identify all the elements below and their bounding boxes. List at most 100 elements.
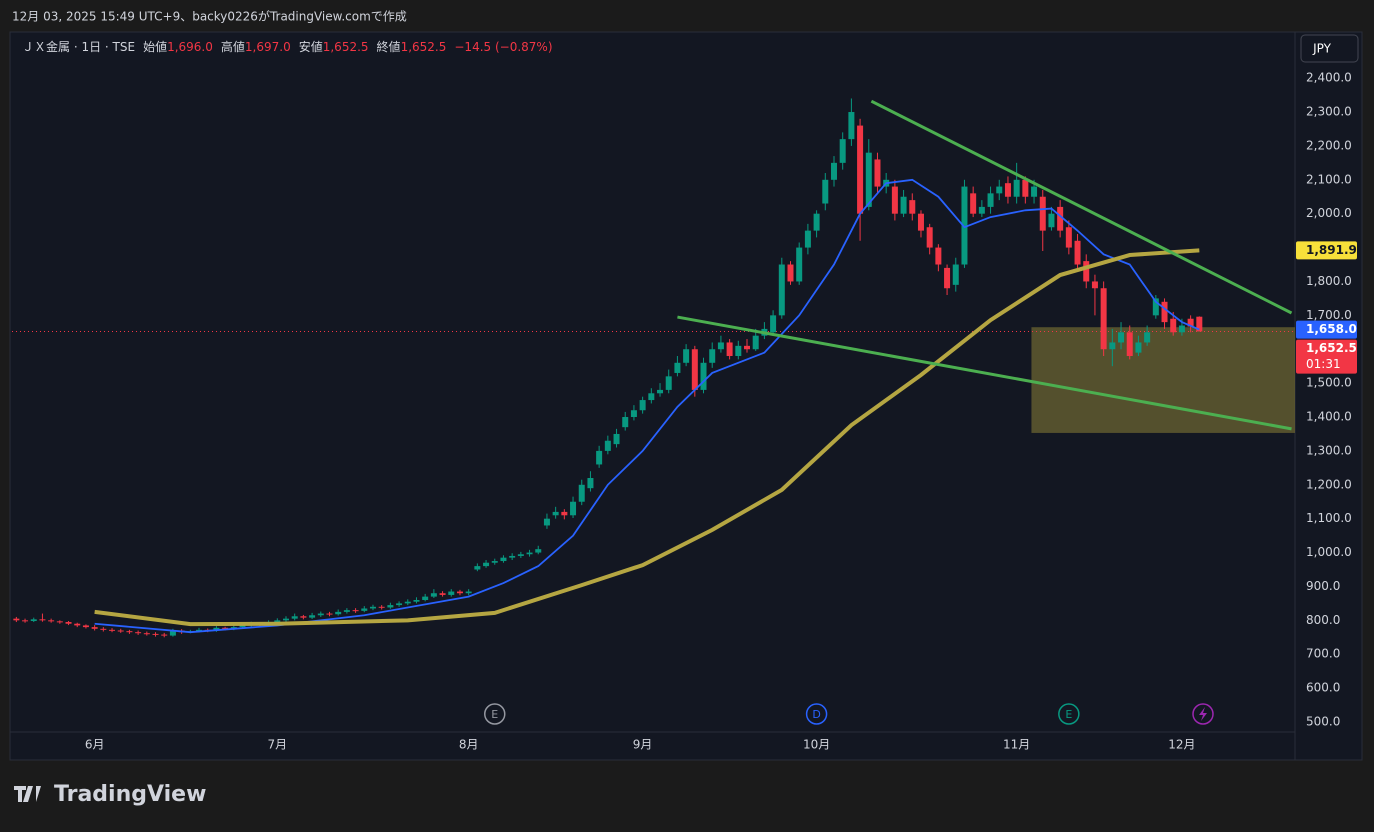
candle-body [1091,281,1098,289]
event-label: D [812,708,820,721]
candle-body [822,179,829,204]
x-tick-label: 12月 [1168,738,1195,752]
candle-body [317,613,324,616]
currency: JPY [1312,42,1332,56]
candle-body [944,267,951,289]
candle-body [422,596,429,601]
candle-body [213,627,220,631]
candle-body [952,264,959,285]
candle-body [30,619,37,622]
x-tick-label: 11月 [1003,738,1030,752]
candle-body [387,605,394,608]
price-tag [1296,320,1357,339]
y-tick-label: 2,200.0 [1306,138,1352,152]
candle-body [161,634,168,636]
candle-body [535,549,542,553]
candle-body [300,616,307,618]
candle-body [239,625,246,628]
candle-body [378,606,385,608]
y-tick-label: 2,100.0 [1306,172,1352,186]
y-tick-label: 1,800.0 [1306,274,1352,288]
candle-body [630,410,637,418]
candle-body [1109,342,1116,350]
candle-body [709,349,716,363]
candle-body [587,478,594,489]
candle-body [196,629,203,632]
candle-body [691,349,698,390]
candle-body [909,200,916,214]
candle-body [39,619,46,621]
price-tag [1296,241,1357,260]
candle-body [865,152,872,207]
candle-body [1178,325,1185,333]
event-label: E [491,708,498,721]
candle-body [1126,332,1133,357]
y-tick-label: 600.0 [1306,681,1340,695]
price-tag [1296,339,1357,374]
field-value: 1,697.0 [245,40,291,54]
candle-body [74,623,81,626]
candle-body [500,557,507,562]
candle-body [1187,318,1194,327]
candle-body [978,206,985,214]
x-tick-label: 7月 [267,738,287,752]
candle-body [48,620,55,622]
event-marker [805,703,828,725]
legend: ＪＸ金属 · 1日 · TSE 始値1,696.0 高値1,697.0 安値1,652… [22,39,553,54]
x-tick-label: 10月 [803,738,830,752]
candle-body [100,628,107,630]
y-tick-label: 800.0 [1306,613,1340,627]
candle-body [335,611,342,615]
candle-body [169,630,176,636]
event-label: E [1065,708,1072,721]
y-tick-label: 1,700.0 [1306,308,1352,322]
candle-body [396,603,403,606]
candle-body [439,593,446,595]
y-tick-label: 2,000.0 [1306,206,1352,220]
candle-body [152,633,159,635]
price-tag-label: 1,891.9 [1306,243,1357,257]
candle-body [326,613,333,615]
candle-body [361,608,368,611]
price-tag-label: 1,652.5 [1306,341,1357,355]
candle-body [613,433,620,445]
candle-body [22,620,29,622]
candle-body [874,159,881,187]
candle-body [430,593,437,597]
candle-body [857,125,864,214]
candle-body [222,627,229,629]
moving-average [94,178,1200,634]
candle-body [448,591,455,595]
candle-body [674,362,681,373]
field-name: 安値 [299,39,323,54]
candle-body [1170,318,1177,333]
candle-body [839,139,846,163]
x-tick-label: 8月 [459,738,479,752]
candle-body [648,393,655,401]
candle-body [465,591,472,594]
candle-body [13,618,20,621]
change: −14.5 (−0.87%) [454,40,552,54]
candle-body [996,186,1003,194]
candle-body [1048,213,1055,228]
candle-body [752,335,759,350]
candle-body [1135,342,1142,353]
candle-body [1118,332,1125,343]
candle-body [526,552,533,555]
y-tick-label: 2,400.0 [1306,71,1352,85]
candle-body [274,620,281,623]
candle-body [404,601,411,604]
currency-button[interactable] [1300,34,1359,63]
candle-body [1013,179,1020,197]
y-tick-label: 1,000.0 [1306,545,1352,559]
candle-body [109,629,116,631]
candle-body [1152,298,1159,316]
candle-body [961,186,968,265]
candle-body [143,633,150,635]
candle-body [1065,227,1072,248]
candle-body [1031,186,1038,197]
price-tag-label: 1,658.0 [1306,322,1357,336]
candle-body [639,400,646,411]
field-value: 1,652.5 [401,40,447,54]
